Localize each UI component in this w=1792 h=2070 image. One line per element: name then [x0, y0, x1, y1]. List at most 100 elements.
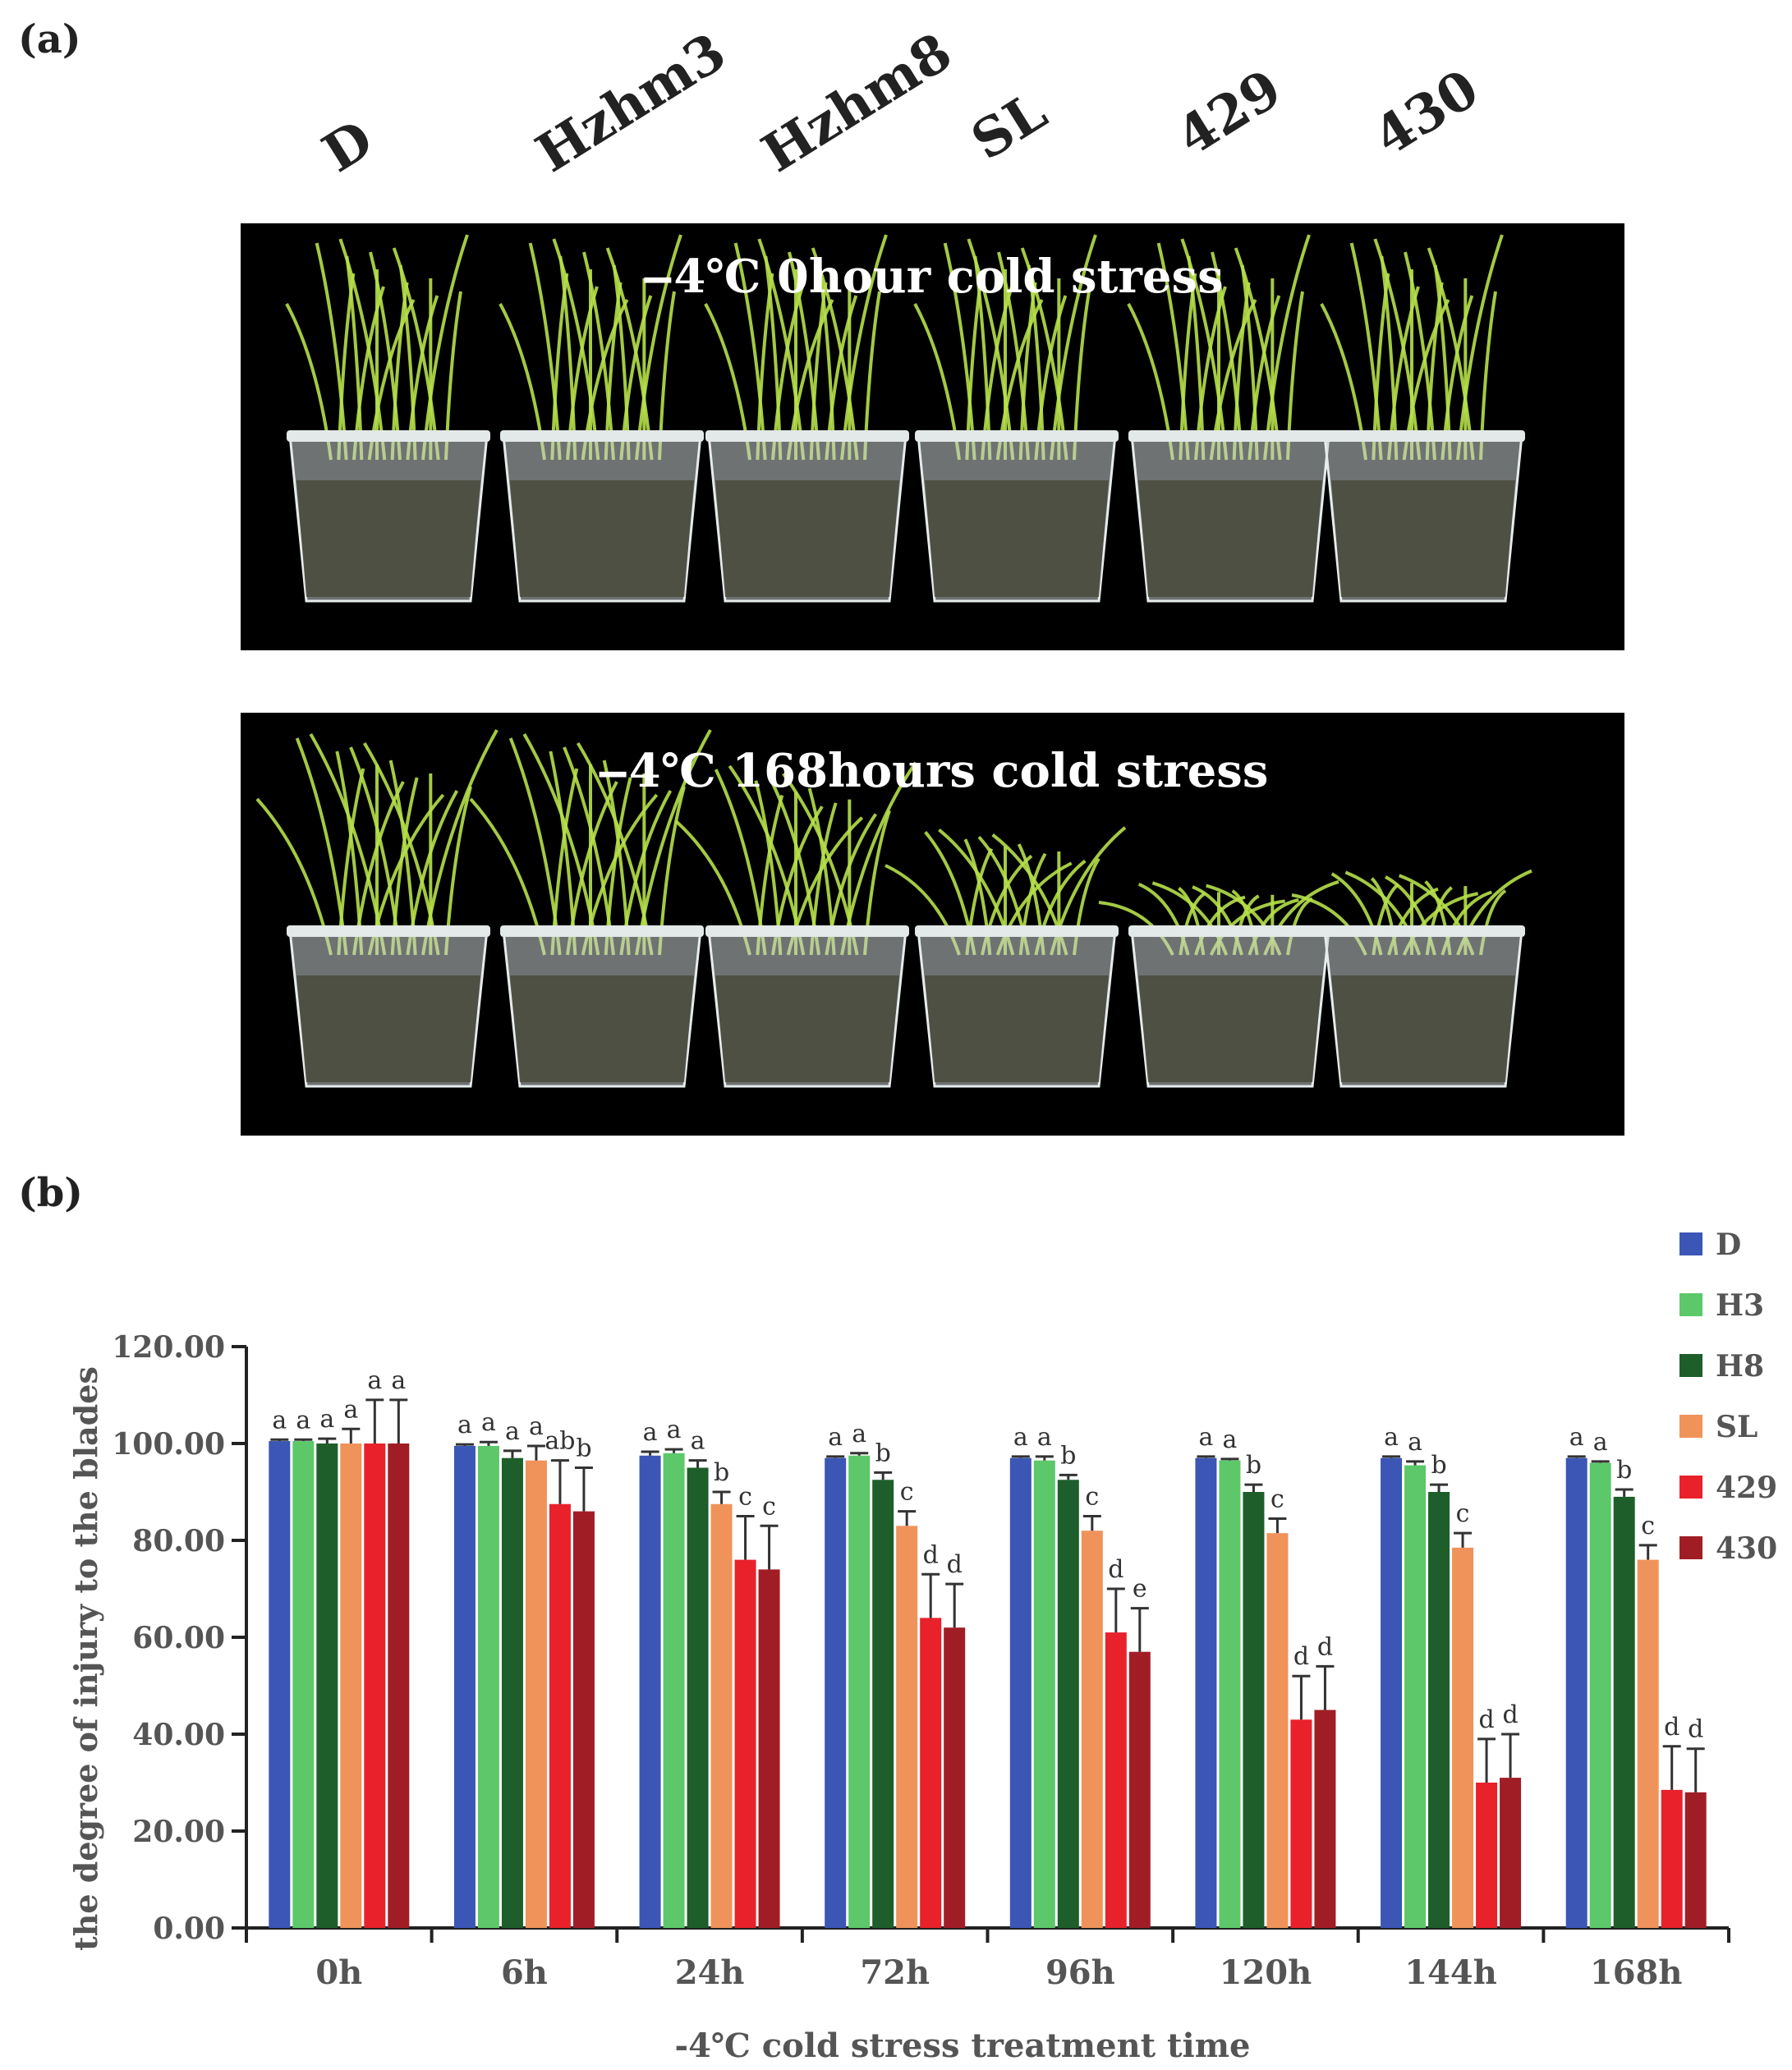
line-label-hzhm8: Hzhm8 [751, 21, 963, 185]
legend-label: D [1716, 1232, 1741, 1262]
soil [715, 975, 899, 1082]
y-tick-label: 40.00 [132, 1718, 225, 1752]
leaf [1234, 247, 1282, 461]
photo-title-0h: ‒4℃ 0hour cold stress [641, 250, 1224, 304]
soil [1331, 480, 1515, 597]
leaf [1380, 255, 1399, 461]
bar [501, 1457, 523, 1928]
plant-cup [255, 729, 499, 1088]
soil [1138, 480, 1322, 597]
photo-168h-cold-stress: ‒4℃ 168hours cold stress [241, 713, 1624, 1136]
significance-letter: b [1616, 1456, 1632, 1485]
leaf [1373, 238, 1422, 461]
x-tick-label: 6h [501, 1953, 548, 1992]
cup-rim [705, 925, 909, 937]
soil [510, 975, 694, 1082]
bar [1081, 1531, 1103, 1928]
leaf [1156, 242, 1190, 461]
plant-cup [499, 234, 704, 603]
leaf [362, 741, 440, 956]
legend-swatch [1679, 1536, 1702, 1559]
leaf [1427, 247, 1475, 461]
cup-rim [500, 925, 704, 937]
x-axis-label: -4℃ cold stress treatment time [675, 2026, 1251, 2065]
line-label-sl: SL [961, 80, 1058, 172]
bar [572, 1511, 595, 1928]
significance-letter: a [319, 1405, 334, 1434]
plant-cup [469, 729, 712, 1088]
significance-letter: c [738, 1483, 752, 1512]
leaf [1050, 234, 1097, 461]
bar [687, 1467, 709, 1928]
leaf [576, 741, 654, 956]
significance-letter: c [1270, 1485, 1284, 1513]
significance-letter: a [667, 1416, 682, 1444]
leaf [997, 251, 1030, 461]
cup-rim [287, 430, 490, 442]
leaf [811, 247, 859, 461]
bar [1476, 1783, 1498, 1928]
cup-rim [915, 925, 1119, 937]
bar [292, 1441, 315, 1928]
line-label-430: 430 [1363, 57, 1490, 168]
significance-letter: b [1431, 1451, 1446, 1480]
bar [525, 1460, 547, 1928]
bar [639, 1455, 661, 1928]
soil [925, 480, 1109, 597]
legend-label: H8 [1716, 1349, 1764, 1384]
bar [1266, 1533, 1289, 1928]
leaf [1020, 247, 1068, 461]
bar [1661, 1789, 1683, 1928]
significance-letter: a [1569, 1423, 1584, 1452]
panel-a-label: (a) [18, 16, 81, 62]
y-tick-label: 0.00 [153, 1912, 225, 1946]
leaf [295, 737, 348, 956]
bar [1428, 1492, 1450, 1928]
soil [925, 975, 1109, 1082]
legend-label: SL [1716, 1410, 1758, 1444]
significance-letter: a [1408, 1428, 1422, 1457]
bar [340, 1443, 362, 1928]
leaf [522, 733, 600, 956]
bar [364, 1443, 386, 1928]
leaf [335, 750, 364, 956]
bar [944, 1627, 966, 1928]
soil [715, 480, 899, 597]
x-tick-label: 96h [1045, 1953, 1115, 1992]
bar [825, 1457, 847, 1928]
plant-cup [674, 761, 917, 1088]
leaf [1263, 234, 1311, 461]
bar [1613, 1496, 1635, 1928]
leaf [764, 255, 783, 461]
cup-rim [1128, 925, 1332, 937]
leaf [943, 242, 976, 461]
significance-letter: b [875, 1439, 891, 1467]
x-tick-label: 144h [1404, 1953, 1497, 1992]
leaf [605, 247, 654, 461]
leaf [1187, 255, 1206, 461]
bar [1219, 1460, 1241, 1928]
significance-letter: d [923, 1540, 939, 1569]
significance-letter: a [1222, 1425, 1237, 1454]
axes: 0.00 20.00 40.00 60.00 80.00 100.00 120.00 0h 6h… [112, 1330, 1730, 1992]
significance-letter: a [481, 1408, 496, 1437]
leaf [1180, 238, 1229, 461]
significance-letter: a [457, 1411, 472, 1439]
y-tick-label: 80.00 [132, 1524, 225, 1558]
leaf [1349, 242, 1383, 461]
significance-letter: a [343, 1395, 358, 1424]
significance-letter: d [1317, 1632, 1333, 1661]
significance-letter: c [1456, 1499, 1470, 1528]
bar [1565, 1457, 1588, 1928]
leaf [967, 238, 1015, 461]
significance-letter: d [1664, 1713, 1679, 1742]
leaf [563, 746, 615, 956]
significance-letter: a [1198, 1423, 1213, 1452]
bar [848, 1455, 871, 1928]
leaf [421, 234, 469, 461]
legend: D H3 H8 SL 429 430 [1679, 1232, 1777, 1566]
significance-letter: a [391, 1366, 406, 1395]
bar [1009, 1457, 1032, 1928]
leaf [309, 733, 387, 956]
line-label-hzhm3: Hzhm3 [526, 21, 737, 185]
